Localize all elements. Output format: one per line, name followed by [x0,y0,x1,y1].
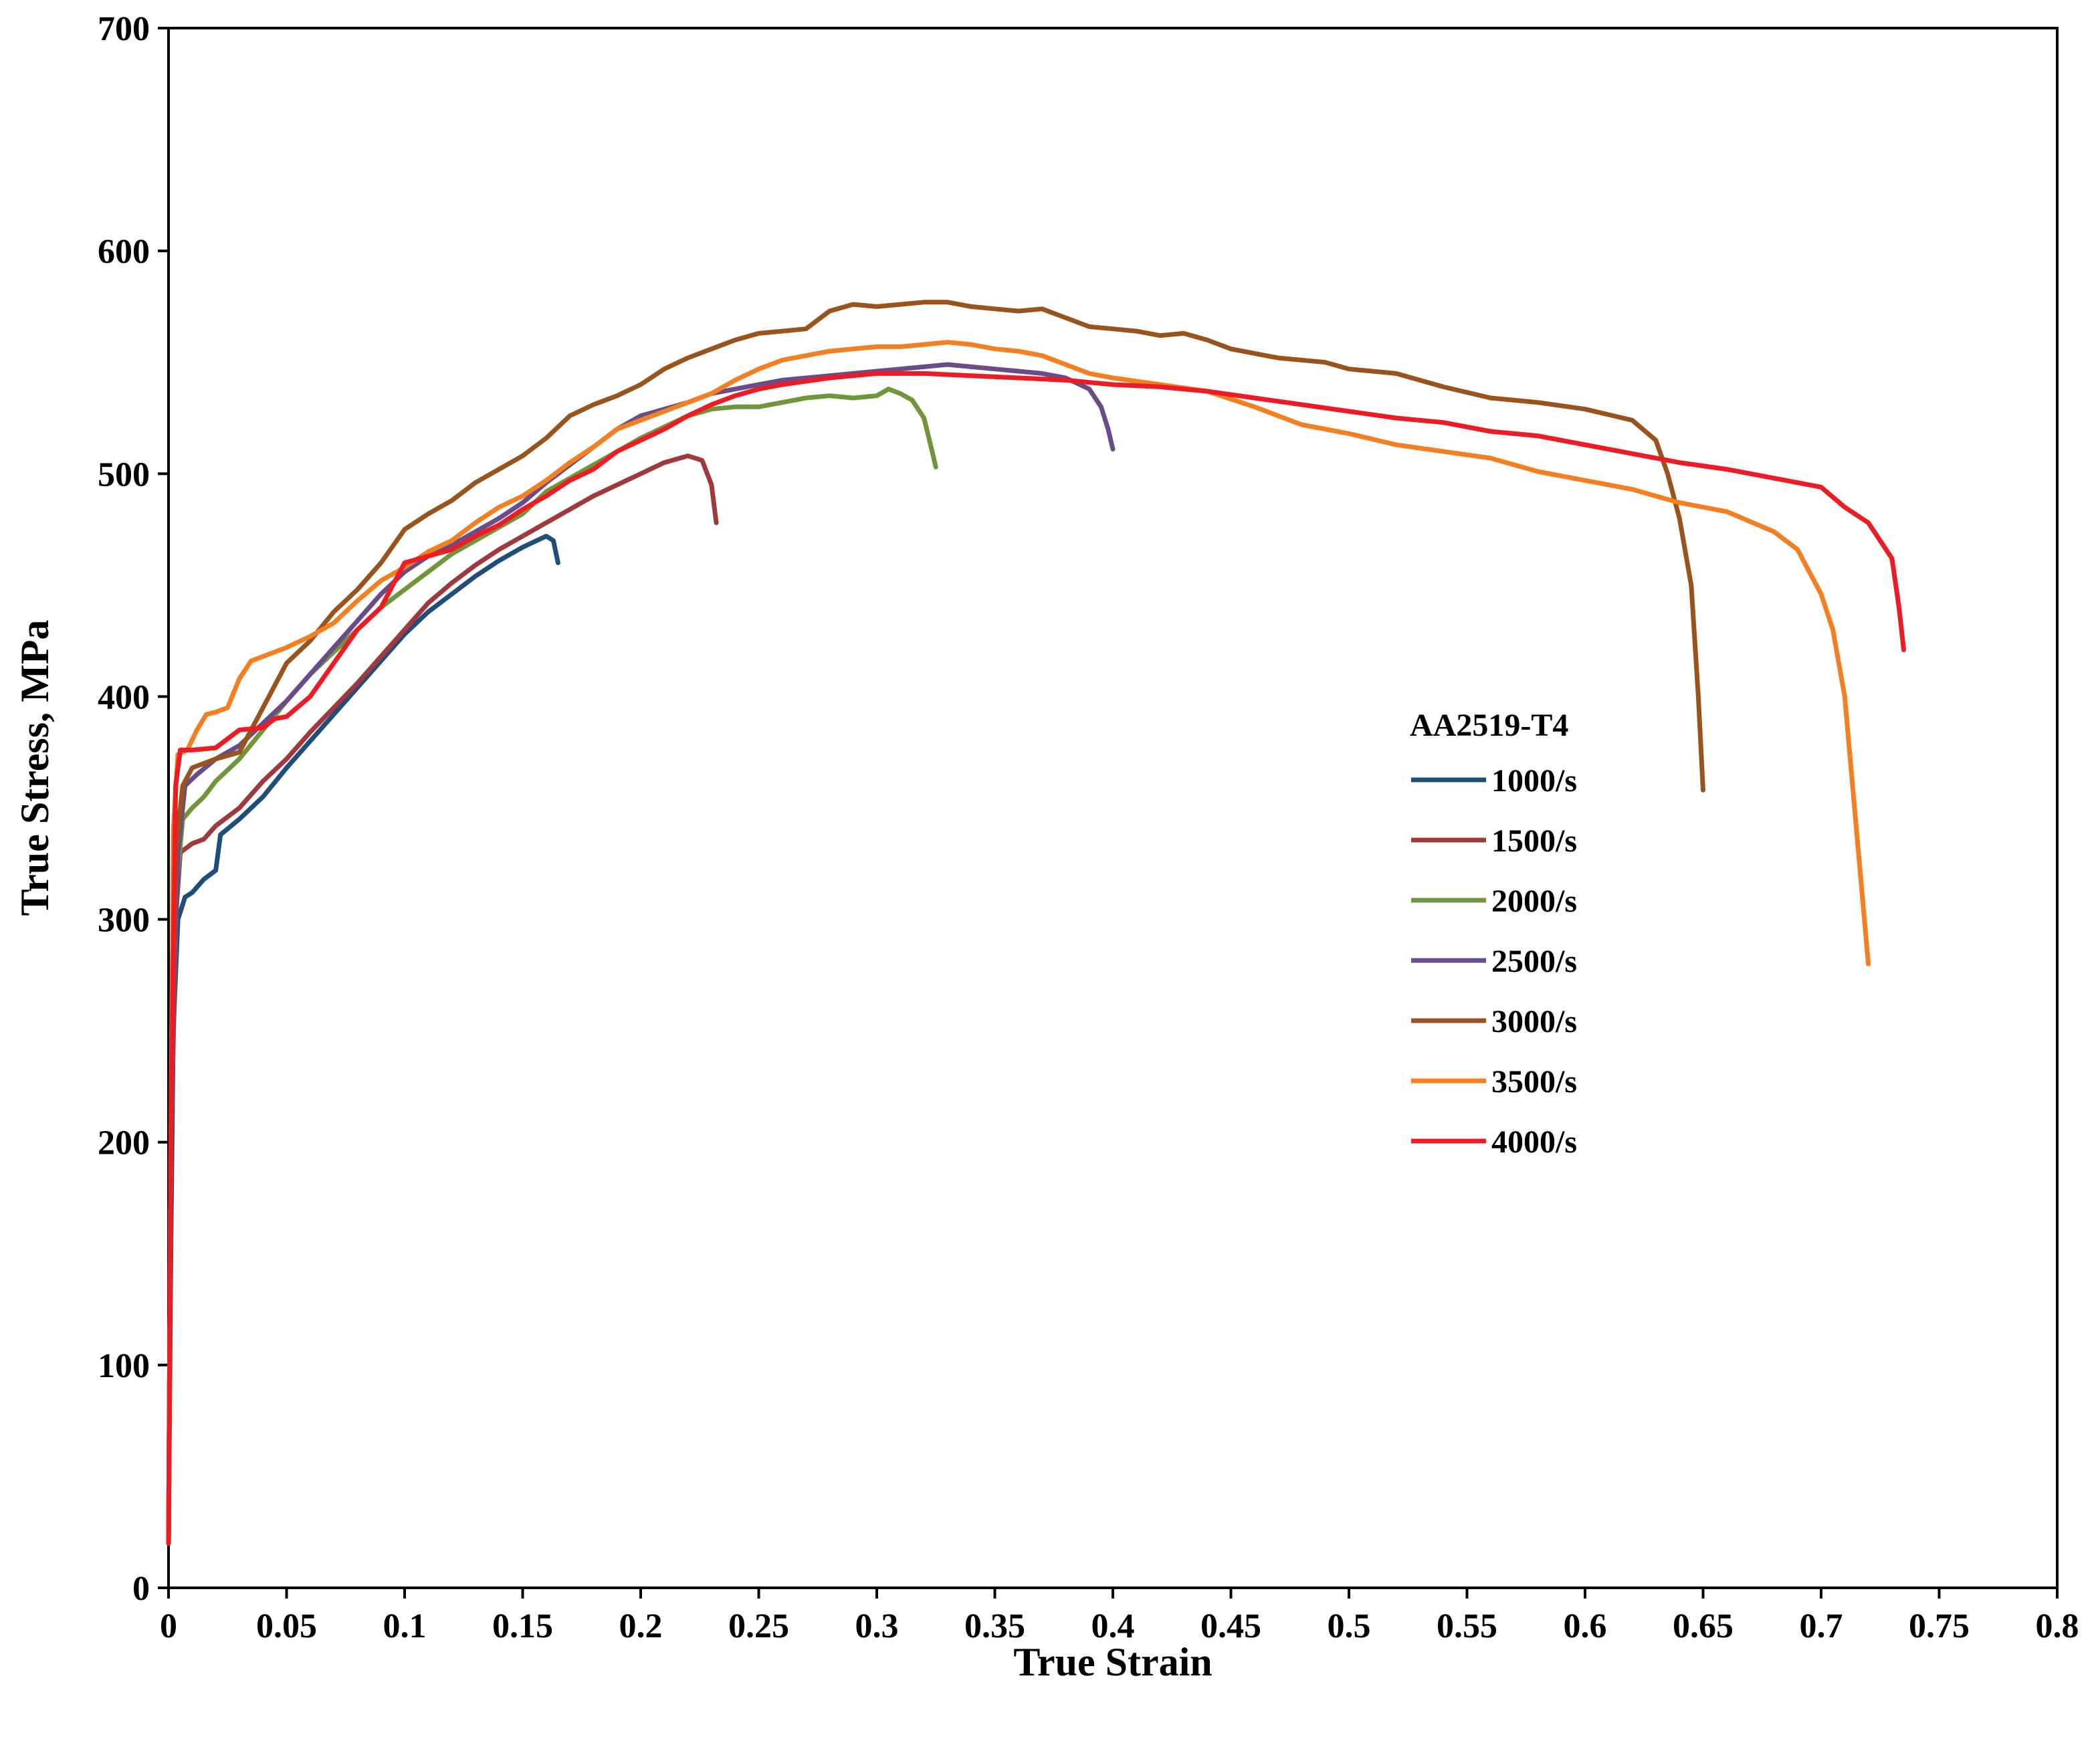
legend-label: 3500/s [1491,1064,1577,1100]
legend-label: 1000/s [1491,763,1577,799]
x-tick-label: 0.6 [1564,1607,1607,1645]
x-tick-label: 0.2 [619,1607,663,1645]
series-line-3500-per-s [166,340,1871,1546]
x-tick-label: 0.4 [1091,1607,1135,1645]
legend-label: 2500/s [1491,944,1577,979]
x-tick-label: 0.5 [1328,1607,1371,1645]
legend-label: 4000/s [1491,1124,1577,1160]
legend-label: 3000/s [1491,1004,1577,1039]
legend-title: AA2519-T4 [1410,708,1568,743]
legend-label: 2000/s [1491,884,1577,919]
x-tick-label: 0.25 [728,1607,789,1645]
x-tick-label: 0 [160,1607,177,1645]
x-tick-label: 0.75 [1909,1607,1970,1645]
y-tick-label: 400 [98,678,150,716]
x-axis-title: True Strain [1013,1640,1212,1684]
y-axis-title: True Stress, MPa [13,620,57,916]
x-tick-label: 0.3 [855,1607,899,1645]
series-line-1000-per-s [166,534,560,1546]
y-tick-label: 600 [98,233,150,271]
series-line-2000-per-s [166,387,938,1546]
y-tick-label: 500 [98,455,150,494]
series-lines [166,300,1906,1546]
axis-ticks: 0 0.05 0.1 0.15 0.2 0.25 0.3 0.35 0.4 0.45 0.5 0.55… [98,10,2079,1645]
series-line-4000-per-s [166,371,1906,1546]
x-tick-label: 0.8 [2036,1607,2079,1645]
y-tick-label: 100 [98,1347,150,1385]
x-tick-label: 0.1 [383,1607,427,1645]
legend: AA2519-T4 1000/s 1500/s 2000/s 2500/s 3000/s… [1410,708,1577,1160]
y-tick-label: 0 [132,1570,150,1608]
x-tick-label: 0.15 [492,1607,553,1645]
x-tick-label: 0.65 [1673,1607,1734,1645]
x-tick-label: 0.35 [964,1607,1025,1645]
series-line-1500-per-s [166,453,719,1546]
series-line-3000-per-s [166,300,1705,1546]
x-tick-label: 0.45 [1200,1607,1261,1645]
legend-label: 1500/s [1491,823,1577,859]
x-tick-label: 0.55 [1437,1607,1497,1645]
y-tick-label: 200 [98,1124,150,1162]
x-tick-label: 0.7 [1800,1607,1843,1645]
y-tick-label: 300 [98,902,150,940]
y-tick-label: 700 [98,10,150,48]
x-tick-label: 0.05 [256,1607,317,1645]
